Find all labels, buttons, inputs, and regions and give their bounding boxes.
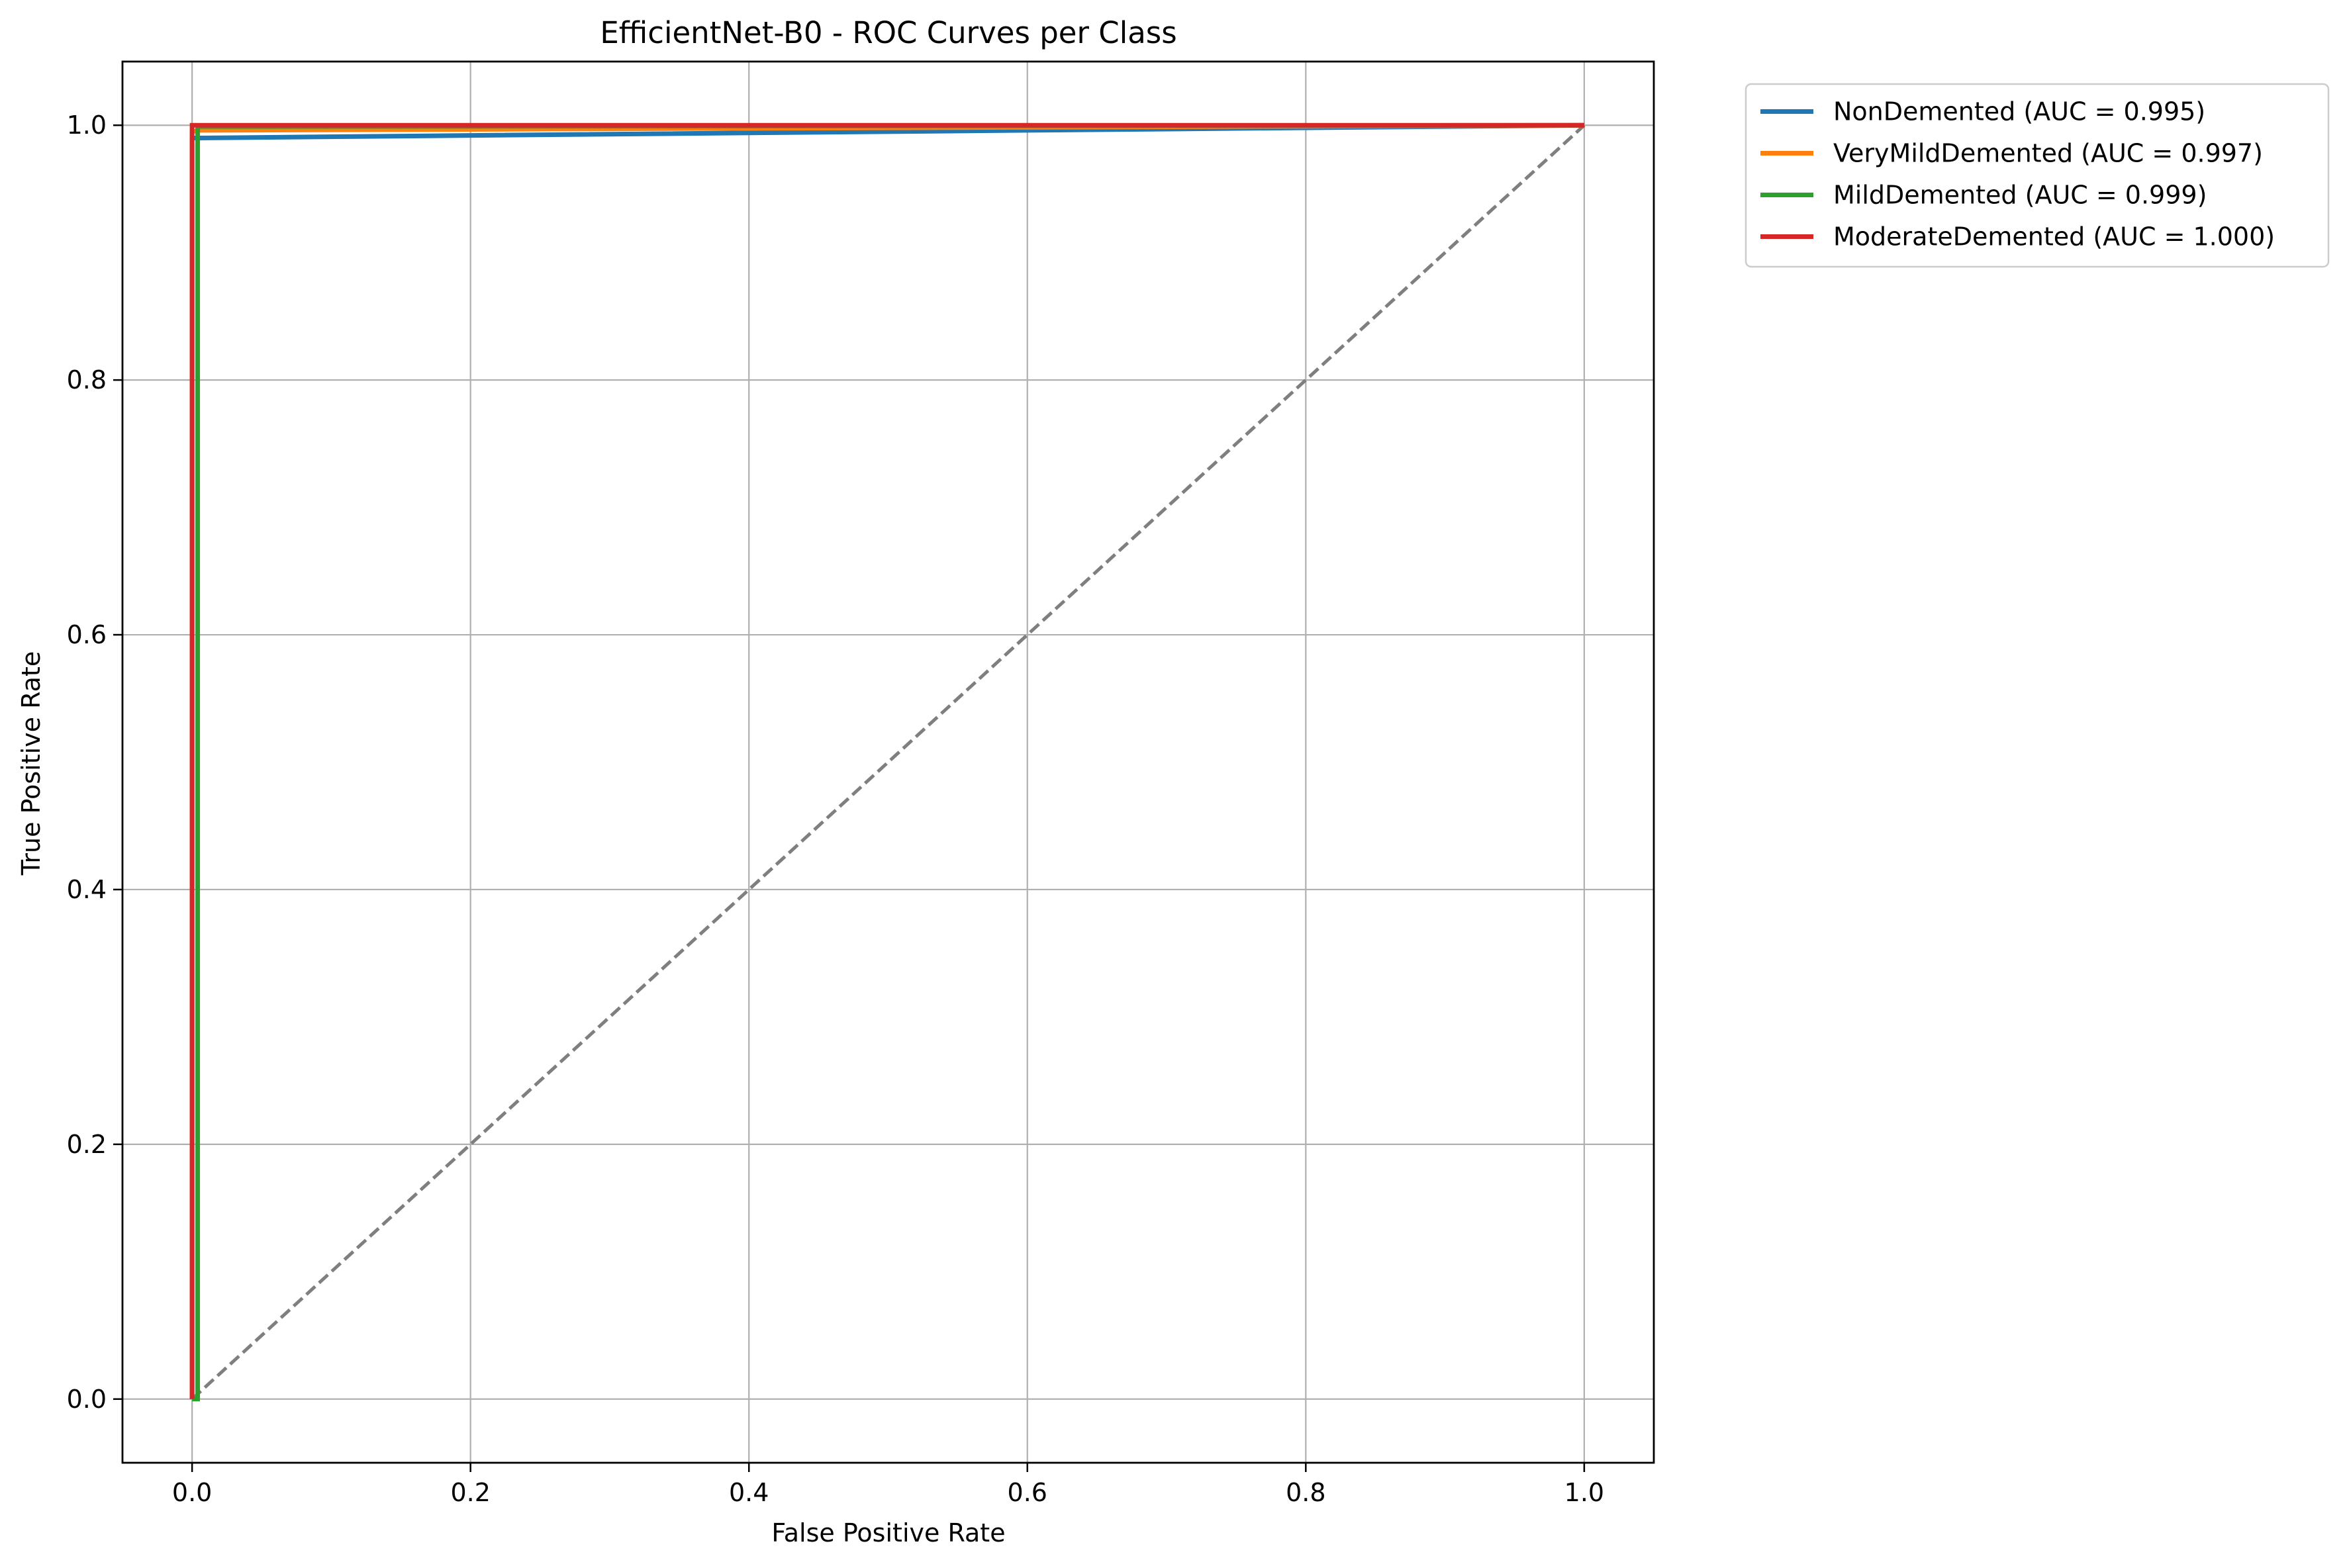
x-axis-label: False Positive Rate — [771, 1518, 1005, 1547]
x-tick-label: 0.6 — [1008, 1478, 1047, 1507]
legend: NonDemented (AUC = 0.995) VeryMildDemente… — [1745, 83, 2330, 268]
y-tick-label: 0.0 — [67, 1385, 107, 1414]
x-tick-label: 0.8 — [1286, 1478, 1325, 1507]
legend-label-nondemented: NonDemented (AUC = 0.995) — [1833, 97, 2205, 126]
y-tick-label: 0.8 — [67, 365, 107, 394]
roc-curve-moderatedemented — [189, 122, 1584, 1399]
y-tick-label: 1.0 — [67, 111, 107, 140]
chance-diagonal-line — [191, 124, 1586, 1401]
plot-area: 0.0 0.2 0.4 0.6 0.8 1.0 0.0 0.2 0.4 0.6 0.8 1.0 — [67, 60, 1655, 1507]
axes-frame — [121, 60, 1655, 1464]
x-tick-label: 1.0 — [1564, 1478, 1604, 1507]
chart-title: EfficientNet-B0 - ROC Curves per Class — [600, 15, 1176, 50]
legend-box — [1745, 83, 2330, 268]
y-tick-label: 0.4 — [67, 875, 107, 904]
legend-label-milddemented: MildDemented (AUC = 0.999) — [1833, 181, 2207, 210]
legend-label-verymilddemented: VeryMildDemented (AUC = 0.997) — [1833, 139, 2263, 168]
x-tick-label: 0.2 — [450, 1478, 490, 1507]
x-tick-label: 0.4 — [729, 1478, 769, 1507]
y-tick-label: 0.2 — [67, 1130, 107, 1159]
y-axis-label: True Positive Rate — [17, 651, 46, 876]
legend-label-moderatedemented: ModerateDemented (AUC = 1.000) — [1833, 222, 2275, 252]
x-tick-label: 0.0 — [172, 1478, 212, 1507]
y-tick-label: 0.6 — [67, 620, 107, 649]
